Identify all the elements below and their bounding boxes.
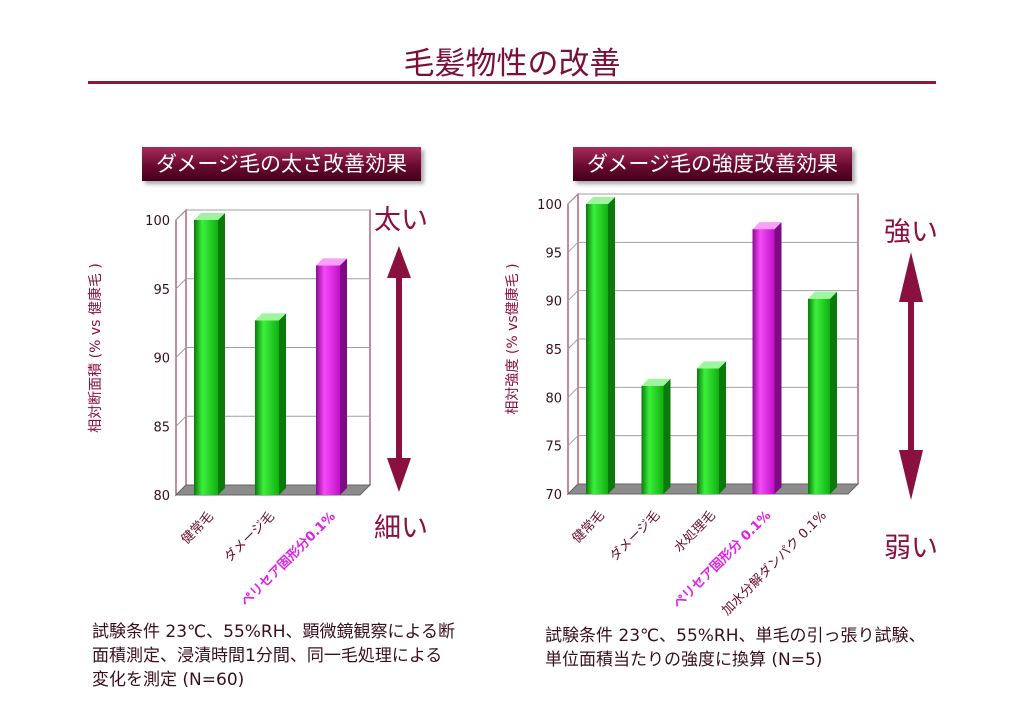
bar-front: [255, 320, 279, 495]
right-conditions-line: 単位面積当たりの強度に換算 (N=5): [545, 650, 823, 670]
category-label: 加水分解ダンパク 0.1%: [719, 508, 829, 618]
left-conditions-line: 面積測定、浸漬時間1分間、同一毛処理による: [92, 646, 443, 666]
bar-front: [697, 368, 719, 494]
y-tick-label: 95: [153, 283, 170, 298]
y-tick-label: 80: [545, 391, 562, 406]
bar: [641, 378, 671, 494]
y-tick-label: 100: [145, 214, 170, 229]
page-title: 毛髪物性の改善: [403, 46, 621, 82]
bar-top: [752, 222, 782, 230]
bar: [586, 197, 615, 494]
right-scale-arrow: [899, 252, 923, 500]
bar-front: [641, 385, 664, 494]
y-axis-label: 相対断面積 (% vs 健康毛 ): [87, 263, 104, 433]
right-conditions-line: 試験条件 23℃、55%RH、単毛の引っ張り試験、: [545, 626, 926, 646]
bar-top: [697, 361, 726, 369]
category-label: ペリセア固形分 0.1%: [670, 508, 774, 612]
y-tick-label: 95: [545, 246, 562, 261]
gridline-side: [175, 415, 187, 427]
bar-top: [194, 213, 225, 220]
bar: [255, 313, 286, 495]
title-underline: [88, 81, 936, 84]
right-chart: 70 75 80 85 90 95 100 相対強度 (% vs健康毛 ) 健常毛 ダメージ毛 水処…: [504, 192, 860, 619]
left-conditions-line: 変化を測定 (N=60): [92, 670, 245, 690]
bar-side: [774, 222, 782, 494]
gridline-side: [175, 347, 187, 358]
gridline-side: [567, 386, 579, 398]
gridline-side: [175, 278, 187, 290]
y-tick-label: 70: [545, 488, 562, 503]
y-tick-label: 85: [545, 343, 562, 358]
y-tick-label: 75: [545, 440, 562, 455]
bar-top: [808, 291, 837, 299]
bar-side: [830, 291, 837, 494]
bar: [316, 258, 347, 495]
bar-top: [316, 258, 347, 266]
bar-front: [586, 204, 608, 494]
category-label: 水処理毛: [671, 508, 718, 555]
y-tick-label: 85: [153, 420, 170, 435]
gridline-side: [567, 290, 579, 302]
left-arrow-top-label: 太い: [374, 205, 428, 236]
bar-front: [316, 265, 340, 495]
gridline-side: [567, 193, 579, 205]
bar-top: [641, 378, 671, 386]
bar-side: [218, 213, 225, 495]
bar: [808, 291, 837, 494]
left-scale-arrow: [387, 246, 411, 492]
left-chart-title: ダメージ毛の太さ改善効果: [142, 147, 421, 181]
bar-front: [752, 229, 775, 494]
y-tick-label: 90: [545, 295, 562, 310]
category-label: 健常毛: [570, 508, 608, 546]
gridline-side: [567, 241, 579, 253]
category-label: ダメージ毛: [607, 508, 663, 564]
right-arrow-top-label: 強い: [884, 217, 938, 248]
category-label: ダメージ毛: [222, 509, 278, 565]
bar-side: [663, 378, 671, 494]
bar: [697, 361, 726, 494]
left-test-conditions: 試験条件 23℃、55%RH、顕微鏡観察による断 面積測定、浸漬時間1分間、同一…: [92, 620, 455, 692]
gridline-side: [175, 209, 187, 221]
bar: [752, 222, 782, 494]
bar-front: [194, 220, 218, 495]
bar-top: [586, 197, 615, 204]
bar-side: [340, 258, 347, 495]
y-tick-label: 80: [153, 489, 170, 504]
right-test-conditions: 試験条件 23℃、55%RH、単毛の引っ張り試験、 単位面積当たりの強度に換算 …: [545, 624, 926, 672]
right-chart-title: ダメージ毛の強度改善効果: [573, 147, 852, 181]
gridline-side: [567, 435, 579, 447]
gridline-side: [567, 338, 579, 350]
left-arrow-bottom-label: 細い: [374, 513, 428, 544]
left-conditions-line: 試験条件 23℃、55%RH、顕微鏡観察による断: [92, 622, 455, 642]
bar-side: [719, 361, 726, 494]
y-tick-label: 90: [153, 352, 170, 367]
right-arrow-bottom-label: 弱い: [884, 533, 938, 564]
bar-top: [255, 313, 286, 321]
y-tick-label: 100: [537, 198, 562, 213]
bar-side: [608, 197, 615, 494]
category-label: 健常毛: [179, 509, 217, 547]
bar-side: [279, 313, 286, 495]
bar: [194, 213, 225, 495]
bar-front: [808, 298, 830, 494]
y-axis-label: 相対強度 (% vs健康毛 ): [504, 263, 521, 414]
